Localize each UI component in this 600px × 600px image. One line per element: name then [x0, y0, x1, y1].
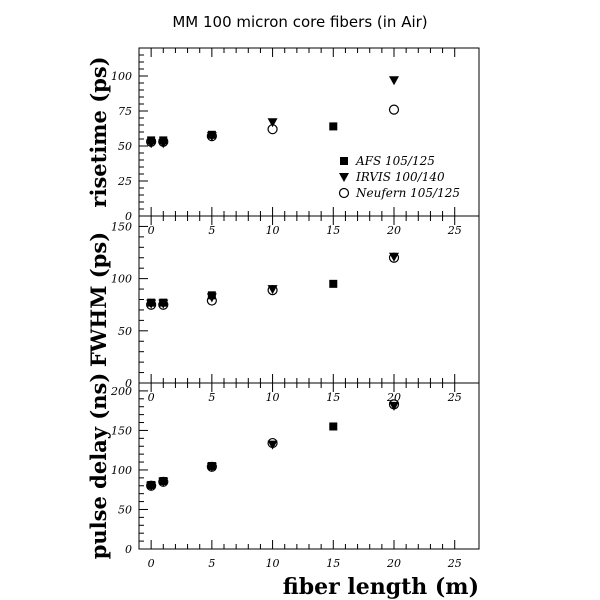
data-point-neufern	[146, 299, 157, 310]
data-point-irvis	[206, 462, 217, 472]
y-tick-label: 25	[117, 175, 132, 188]
x-tick-label: 5	[208, 224, 215, 237]
data-point-neufern	[267, 285, 278, 296]
data-point-neufern	[388, 252, 400, 263]
legend-marker-neufern	[338, 187, 350, 199]
x-tick-label: 0	[148, 224, 155, 237]
y-tick-label: 75	[118, 105, 132, 118]
chart-title: MM 100 micron core fibers (in Air)	[172, 13, 427, 31]
panel-1: 0 25 50 75 100 0 5 10 15 20 25 risetime (ps)	[86, 47, 480, 237]
data-point-irvis	[146, 139, 157, 149]
data-point-irvis	[158, 299, 169, 309]
panel-frame	[138, 382, 480, 550]
data-point-irvis	[158, 477, 169, 487]
data-point-neufern	[388, 104, 400, 115]
data-point-irvis	[146, 299, 157, 309]
series-irvis	[146, 252, 399, 309]
series-irvis	[146, 401, 399, 491]
data-point-neufern	[158, 136, 169, 147]
data-point-afs	[329, 279, 338, 288]
data-point-neufern	[146, 136, 157, 147]
data-point-irvis	[389, 401, 399, 411]
series-afs	[147, 422, 338, 489]
y-tick-label: 0	[125, 210, 132, 223]
data-point-neufern	[158, 299, 169, 310]
series-neufern	[146, 399, 400, 491]
legend: AFS 105/125 IRVIS 100/140 Neufern 105/125	[338, 154, 460, 200]
y-tick-label: 0	[125, 543, 132, 556]
data-point-irvis	[267, 440, 278, 450]
series-afs	[147, 122, 338, 145]
y-tick-label: 150	[111, 424, 132, 437]
x-tick-label: 10	[266, 391, 280, 404]
data-point-neufern	[206, 461, 217, 472]
x-tick-label: 5	[208, 557, 215, 570]
data-point-neufern	[206, 295, 217, 306]
data-point-neufern	[146, 480, 157, 491]
x-tick-label: 15	[326, 224, 340, 237]
x-tick-label: 20	[386, 557, 401, 570]
y-tick-label: 100	[111, 273, 132, 286]
y-tick-label: 50	[118, 503, 132, 516]
legend-label-afs: AFS 105/125	[355, 154, 435, 168]
series-irvis	[146, 76, 399, 149]
y-tick-label: 0	[125, 377, 132, 390]
data-point-irvis	[206, 293, 217, 303]
series-neufern	[146, 252, 400, 310]
data-point-irvis	[389, 76, 399, 86]
data-point-neufern	[206, 131, 217, 142]
legend-label-irvis: IRVIS 100/140	[355, 170, 445, 184]
x-tick-label: 10	[266, 224, 280, 237]
legend-marker-irvis	[339, 173, 349, 182]
y-axis-label: pulse delay (ns)	[86, 373, 111, 560]
series-afs	[147, 279, 338, 307]
data-point-neufern	[388, 399, 400, 410]
x-tick-label: 0	[148, 557, 155, 570]
x-tick-label: 15	[326, 391, 340, 404]
x-tick-label: 25	[447, 391, 462, 404]
y-tick-label: 100	[111, 70, 132, 83]
data-point-neufern	[267, 437, 278, 449]
y-tick-label: 50	[118, 325, 132, 338]
x-tick-label: 5	[208, 391, 215, 404]
x-tick-label: 0	[148, 391, 155, 404]
panel-frame	[138, 215, 480, 384]
x-axis-label: fiber length (m)	[283, 574, 479, 600]
data-point-afs	[329, 422, 338, 431]
data-point-irvis	[158, 139, 169, 149]
y-tick-label: 50	[118, 140, 132, 153]
y-tick-label: 150	[111, 220, 132, 233]
data-point-irvis	[389, 252, 399, 262]
legend-marker-afs	[340, 157, 348, 165]
data-point-irvis	[267, 285, 278, 295]
y-axis-label: FWHM (ps)	[86, 232, 111, 367]
data-point-irvis	[267, 118, 278, 128]
data-point-neufern	[158, 476, 169, 487]
series-neufern	[146, 104, 400, 147]
x-tick-label: 15	[326, 557, 340, 570]
data-point-irvis	[206, 132, 217, 142]
x-tick-label: 25	[447, 557, 462, 570]
y-tick-label: 200	[110, 385, 132, 398]
data-point-afs	[329, 122, 338, 131]
x-tick-label: 20	[386, 224, 401, 237]
data-point-irvis	[146, 481, 157, 491]
data-point-neufern	[267, 124, 278, 135]
y-tick-label: 100	[111, 464, 132, 477]
x-tick-label: 10	[266, 557, 280, 570]
legend-label-neufern: Neufern 105/125	[355, 186, 460, 200]
y-axis-label: risetime (ps)	[86, 56, 111, 207]
x-tick-label: 25	[447, 224, 462, 237]
